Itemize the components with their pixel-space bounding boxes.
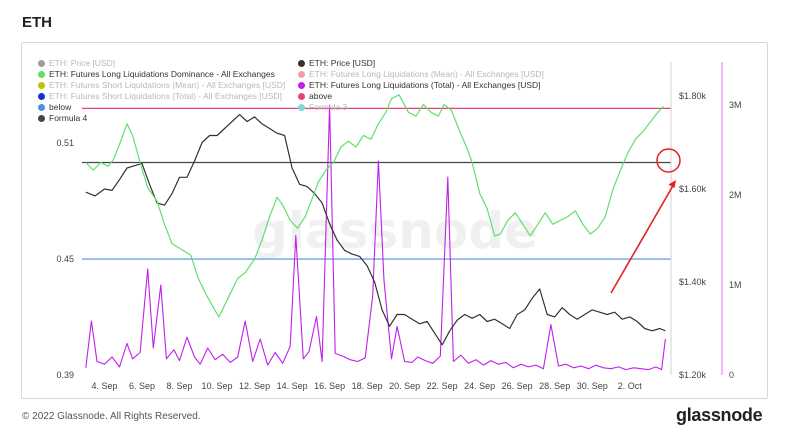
- x-tick-label: 8. Sep: [167, 381, 193, 391]
- price-tick-label: $1.20k: [679, 370, 707, 380]
- x-tick-label: 14. Sep: [277, 381, 308, 391]
- legend-item[interactable]: below: [38, 102, 285, 113]
- legend-label: above: [309, 91, 333, 101]
- long-liquidations-line: [85, 104, 666, 371]
- x-tick-label: 6. Sep: [129, 381, 155, 391]
- x-tick-label: 22. Sep: [427, 381, 458, 391]
- legend-label: ETH: Futures Long Liquidations Dominance…: [49, 69, 275, 79]
- legend-item[interactable]: ETH: Futures Short Liquidations (Mean) -…: [38, 80, 285, 91]
- x-tick-label: 20. Sep: [389, 381, 420, 391]
- legend-label: ETH: Futures Short Liquidations (Mean) -…: [49, 80, 286, 90]
- legend-dot: [38, 82, 45, 89]
- legend-label: ETH: Price [USD]: [49, 58, 116, 68]
- price-tick-label: $1.60k: [679, 184, 707, 194]
- legend-label: Formula 4: [49, 113, 88, 123]
- brand-logo: glassnode: [676, 405, 763, 425]
- legend-item[interactable]: ETH: Futures Long Liquidations (Mean) - …: [298, 69, 544, 80]
- legend-right: ETH: Price [USD] ETH: Futures Long Liquid…: [298, 58, 544, 113]
- legend-dot: [38, 115, 45, 122]
- legend-item[interactable]: ETH: Price [USD]: [298, 58, 544, 69]
- x-tick-label: 28. Sep: [539, 381, 570, 391]
- legend-item[interactable]: ETH: Price [USD]: [38, 58, 285, 69]
- x-tick-label: 18. Sep: [352, 381, 383, 391]
- legend-dot: [38, 104, 45, 111]
- legend-dot: [38, 93, 45, 100]
- legend-item[interactable]: ETH: Futures Long Liquidations (Total) -…: [298, 80, 544, 91]
- annotation: [610, 148, 681, 294]
- x-tick-label: 12. Sep: [239, 381, 270, 391]
- legend-dot: [298, 93, 305, 100]
- price-tick-label: $1.80k: [679, 91, 707, 101]
- x-tick-label: 4. Sep: [91, 381, 117, 391]
- left-tick-label: 0.39: [56, 370, 74, 380]
- legend-left: ETH: Price [USD] ETH: Futures Long Liquid…: [38, 58, 285, 124]
- x-tick-label: 2. Oct: [618, 381, 643, 391]
- legend-label: ETH: Futures Short Liquidations (Total) …: [49, 91, 282, 101]
- legend-item[interactable]: Formula 3: [298, 102, 544, 113]
- legend-item[interactable]: Formula 4: [38, 113, 285, 124]
- legend-label: Formula 3: [309, 102, 348, 112]
- legend-item[interactable]: ETH: Futures Short Liquidations (Total) …: [38, 91, 285, 102]
- price-tick-label: $1.40k: [679, 277, 707, 287]
- trend-arrow-line: [610, 183, 675, 294]
- legend-dot: [298, 71, 305, 78]
- watermark: glassnode: [252, 202, 538, 260]
- legend-label: ETH: Price [USD]: [309, 58, 376, 68]
- liquidations-tick-label: 3M: [729, 100, 742, 110]
- long-dominance-line: [85, 94, 664, 318]
- legend-dot: [38, 60, 45, 67]
- legend-dot: [38, 71, 45, 78]
- x-tick-label: 26. Sep: [502, 381, 533, 391]
- legend-item[interactable]: above: [298, 91, 544, 102]
- legend-label: below: [49, 102, 72, 112]
- x-tick-label: 24. Sep: [464, 381, 495, 391]
- legend-dot: [298, 104, 305, 111]
- price-line: [85, 114, 666, 346]
- left-tick-label: 0.45: [56, 254, 74, 264]
- x-tick-label: 30. Sep: [577, 381, 608, 391]
- liquidations-tick-label: 0: [729, 370, 734, 380]
- legend-dot: [298, 60, 305, 67]
- highlight-circle: [656, 148, 681, 173]
- copyright-text: © 2022 Glassnode. All Rights Reserved.: [22, 411, 201, 422]
- liquidations-tick-label: 1M: [729, 280, 742, 290]
- x-tick-label: 10. Sep: [202, 381, 233, 391]
- liquidations-tick-label: 2M: [729, 190, 742, 200]
- legend-label: ETH: Futures Long Liquidations (Mean) - …: [309, 69, 544, 79]
- legend-label: ETH: Futures Long Liquidations (Total) -…: [309, 80, 541, 90]
- left-tick-label: 0.51: [56, 138, 74, 148]
- x-tick-label: 16. Sep: [314, 381, 345, 391]
- trend-arrow-head: [668, 180, 676, 188]
- legend-item[interactable]: ETH: Futures Long Liquidations Dominance…: [38, 69, 285, 80]
- page-title: ETH: [22, 14, 52, 31]
- legend-dot: [298, 82, 305, 89]
